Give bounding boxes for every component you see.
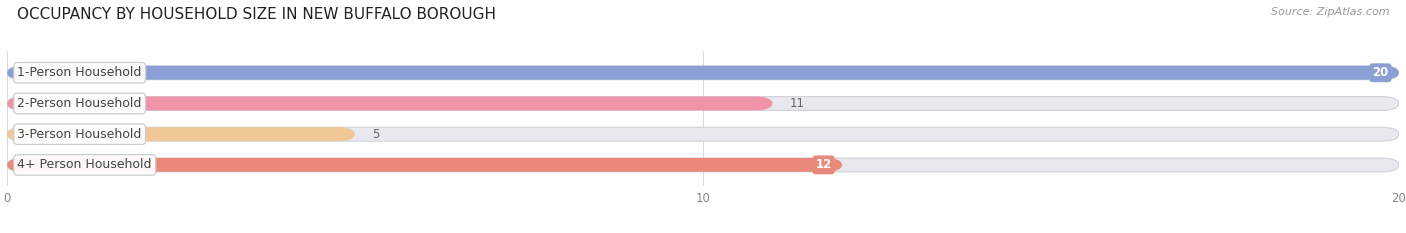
FancyBboxPatch shape <box>7 127 1399 141</box>
Text: 2-Person Household: 2-Person Household <box>17 97 142 110</box>
Text: 1-Person Household: 1-Person Household <box>17 66 142 79</box>
FancyBboxPatch shape <box>7 158 842 172</box>
FancyBboxPatch shape <box>7 158 1399 172</box>
FancyBboxPatch shape <box>7 127 354 141</box>
Text: 12: 12 <box>815 158 832 171</box>
Text: 5: 5 <box>373 128 380 141</box>
FancyBboxPatch shape <box>7 96 1399 110</box>
FancyBboxPatch shape <box>7 66 1399 80</box>
Text: 3-Person Household: 3-Person Household <box>17 128 142 141</box>
FancyBboxPatch shape <box>7 96 773 110</box>
Text: 4+ Person Household: 4+ Person Household <box>17 158 152 171</box>
Text: 20: 20 <box>1372 66 1389 79</box>
Text: 11: 11 <box>790 97 806 110</box>
Text: OCCUPANCY BY HOUSEHOLD SIZE IN NEW BUFFALO BOROUGH: OCCUPANCY BY HOUSEHOLD SIZE IN NEW BUFFA… <box>17 7 496 22</box>
FancyBboxPatch shape <box>7 66 1399 80</box>
Text: Source: ZipAtlas.com: Source: ZipAtlas.com <box>1271 7 1389 17</box>
